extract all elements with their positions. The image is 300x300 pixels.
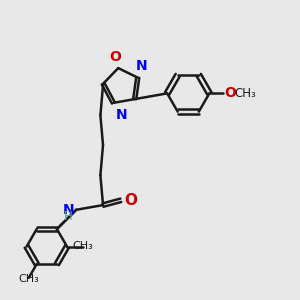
Text: O: O: [109, 50, 121, 64]
Text: N: N: [63, 203, 74, 217]
Text: CH₃: CH₃: [73, 241, 93, 251]
Text: CH₃: CH₃: [18, 274, 39, 284]
Text: O: O: [224, 86, 236, 100]
Text: N: N: [116, 108, 127, 122]
Text: O: O: [124, 193, 137, 208]
Text: N: N: [135, 59, 147, 73]
Text: H: H: [64, 210, 72, 223]
Text: CH₃: CH₃: [235, 87, 256, 100]
